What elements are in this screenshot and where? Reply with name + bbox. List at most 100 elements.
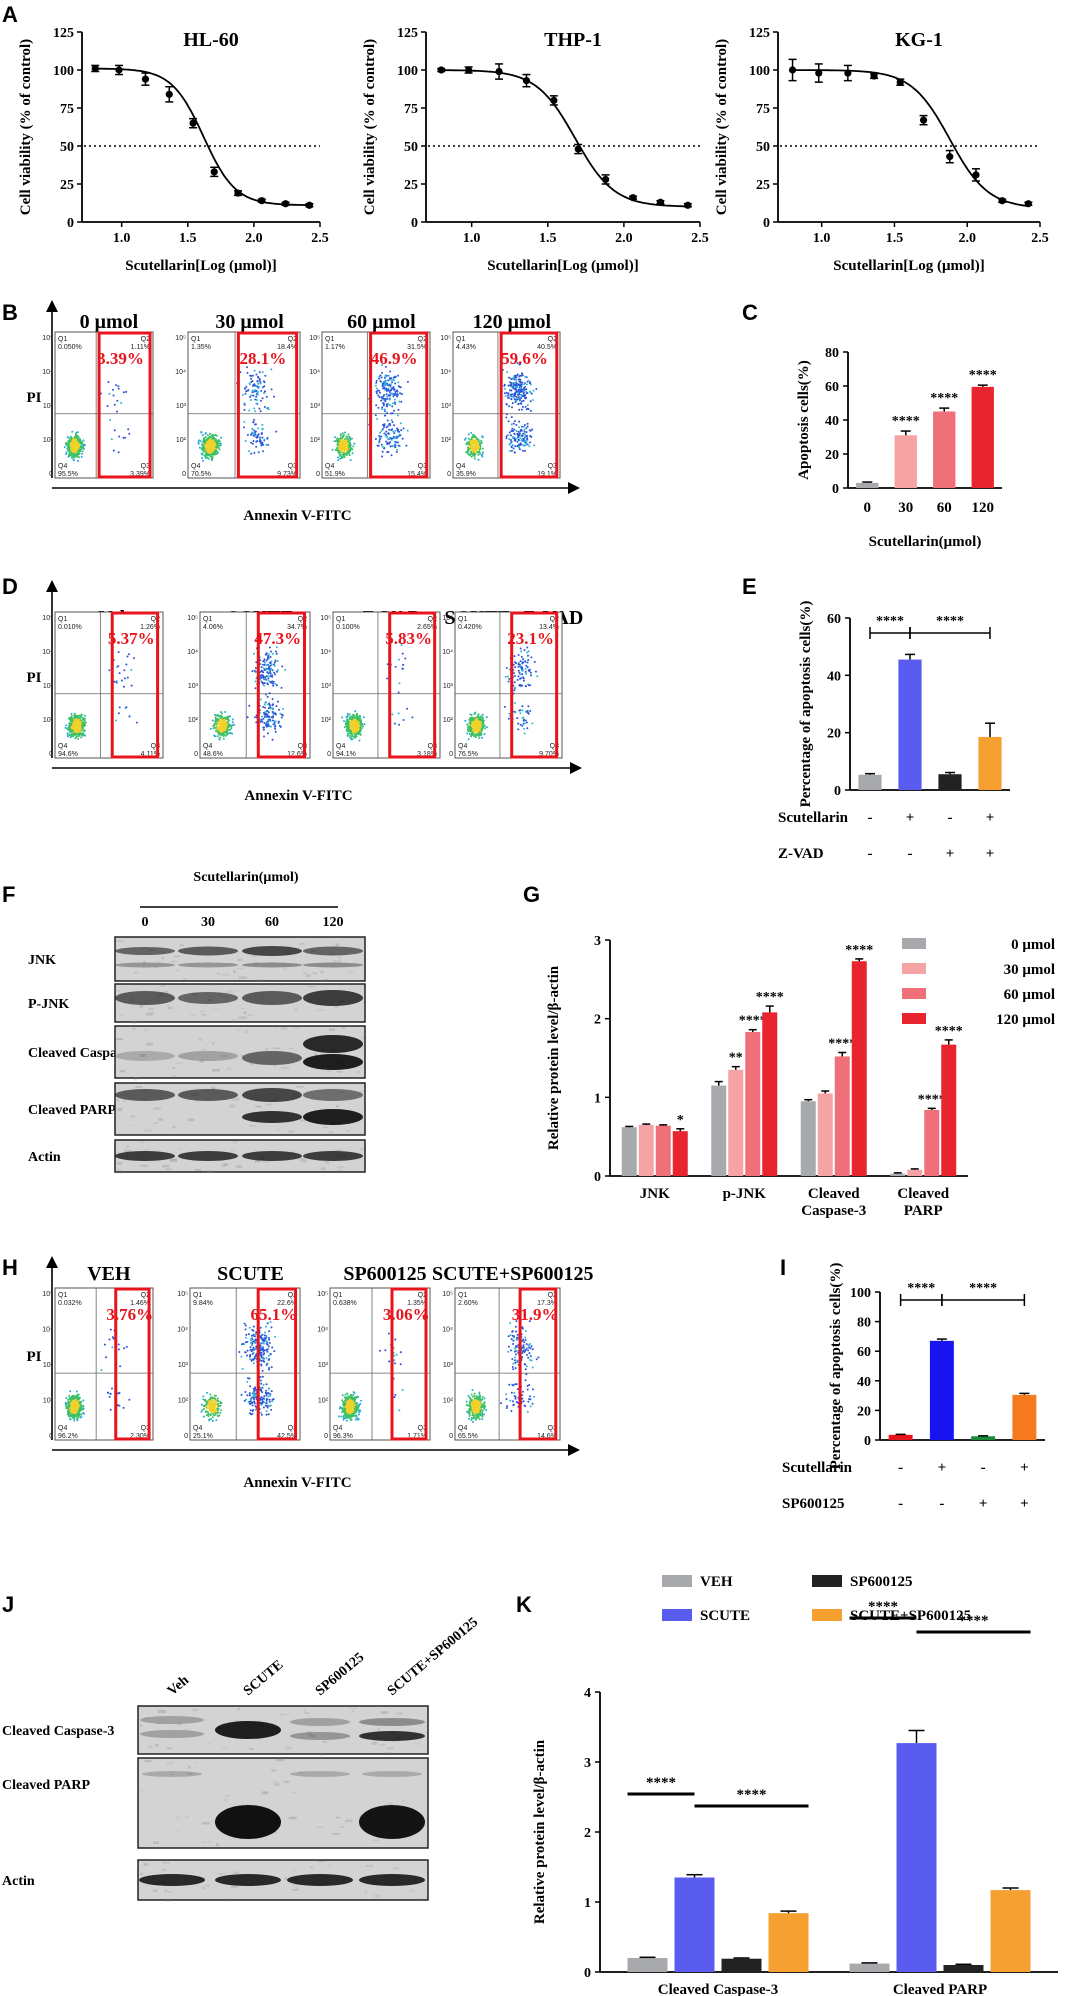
blot-noise (333, 960, 342, 963)
cell-event (77, 727, 80, 730)
blot-noise (131, 1114, 134, 1118)
cell-event (508, 431, 511, 434)
protein-band (242, 1088, 302, 1102)
cell-event (342, 455, 345, 458)
cell-event (517, 675, 520, 678)
q1-name: Q1 (191, 336, 200, 343)
cell-event (347, 721, 350, 724)
cell-event (478, 737, 481, 740)
cell-event (215, 719, 218, 722)
cell-event (517, 403, 520, 406)
q2-value: 1.26% (140, 624, 160, 631)
blot-noise (322, 1126, 328, 1128)
cell-event (380, 435, 383, 438)
cell-event (526, 661, 529, 664)
cell-event (402, 719, 405, 721)
cell-event (515, 379, 518, 381)
cell-event (521, 709, 524, 712)
cell-event (122, 436, 125, 439)
y-tick-label: 10² (43, 437, 54, 444)
q1-value: 0.100% (336, 624, 360, 631)
cell-event (122, 391, 125, 394)
blot-noise (251, 955, 257, 958)
blot-noise (295, 1085, 304, 1088)
cell-event (251, 374, 254, 377)
cell-event (393, 375, 396, 378)
cell-event (481, 720, 484, 723)
blot-noise (199, 1059, 204, 1063)
cell-event (267, 707, 270, 710)
cell-event (272, 663, 275, 666)
cell-event (203, 450, 206, 453)
cell-event (468, 443, 471, 446)
cell-event (273, 664, 276, 667)
blot-noise (240, 1007, 245, 1010)
q4-name: Q4 (58, 743, 67, 750)
cell-event (358, 725, 361, 728)
cell-event (80, 441, 83, 444)
significance-label: **** (845, 943, 873, 958)
cell-event (485, 726, 488, 729)
cell-event (266, 695, 269, 698)
blot-noise (143, 960, 146, 964)
cell-event (512, 385, 514, 388)
flow-plot-4: SCUTE+Z-VAD010²10³10⁴10⁵Q10.420%Q213.4%Q… (442, 607, 583, 759)
cell-event (523, 727, 525, 730)
cell-event (510, 397, 513, 400)
cell-event (375, 379, 378, 382)
cell-event (75, 455, 78, 458)
q3-name: Q3 (141, 463, 150, 470)
cell-event (466, 732, 469, 735)
cell-event (480, 715, 483, 718)
blot-noise (322, 978, 329, 982)
cell-event (251, 389, 254, 392)
cell-event (84, 734, 87, 737)
y-tick-label: 10⁵ (309, 335, 320, 342)
bar (711, 1085, 727, 1176)
cell-event (125, 390, 128, 393)
blot-row-label: P-JNK (28, 997, 69, 1012)
cell-event (229, 715, 231, 718)
cell-event (63, 446, 66, 448)
cell-event (466, 450, 469, 453)
data-point (141, 75, 150, 83)
cell-event (398, 433, 401, 436)
cell-event (349, 437, 351, 440)
cell-event (522, 716, 525, 719)
cell-event (522, 425, 525, 428)
cell-event (78, 448, 81, 451)
q2-value: 34.7% (287, 624, 307, 631)
cell-event (514, 439, 517, 442)
cell-event (276, 669, 279, 672)
cell-event (263, 381, 266, 384)
q1-name: Q1 (336, 616, 345, 623)
cell-event (518, 446, 521, 449)
cell-event (383, 409, 386, 412)
cell-event (219, 711, 222, 713)
y-tick-label: 100 (53, 64, 74, 79)
cell-event (253, 652, 256, 655)
cell-event (475, 448, 478, 450)
blot-noise (312, 972, 317, 975)
blot-noise (307, 985, 316, 988)
cell-event (271, 738, 274, 741)
row-sign: + (986, 846, 995, 862)
protein-band (178, 1089, 238, 1101)
blot-noise (125, 1145, 130, 1148)
y-tick-label: 50 (60, 140, 74, 155)
cell-event (211, 453, 214, 456)
cell-event (514, 401, 517, 404)
cell-event (350, 437, 353, 440)
blot-noise (145, 1149, 148, 1152)
y-tick-label: 0 (594, 1170, 601, 1185)
cell-event (123, 677, 126, 680)
cell-event (357, 726, 360, 729)
cell-event (250, 399, 252, 401)
data-point (788, 66, 797, 74)
cell-event (514, 711, 517, 714)
row-sign: - (868, 810, 873, 826)
cell-event (472, 724, 475, 727)
cell-event (73, 442, 76, 445)
cell-event (511, 444, 514, 447)
